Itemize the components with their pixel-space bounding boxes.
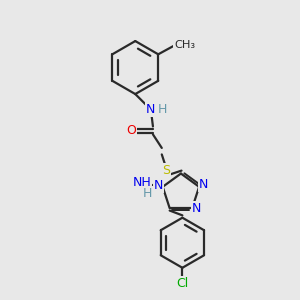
Text: Cl: Cl xyxy=(176,277,188,290)
Text: N: N xyxy=(146,103,156,116)
Text: O: O xyxy=(126,124,136,137)
Text: N: N xyxy=(154,178,163,191)
Text: H: H xyxy=(142,187,152,200)
Text: H: H xyxy=(158,103,167,116)
Text: NH: NH xyxy=(133,176,152,190)
Text: N: N xyxy=(192,202,202,215)
Text: N: N xyxy=(199,178,208,191)
Text: CH₃: CH₃ xyxy=(174,40,195,50)
Text: S: S xyxy=(162,164,170,177)
